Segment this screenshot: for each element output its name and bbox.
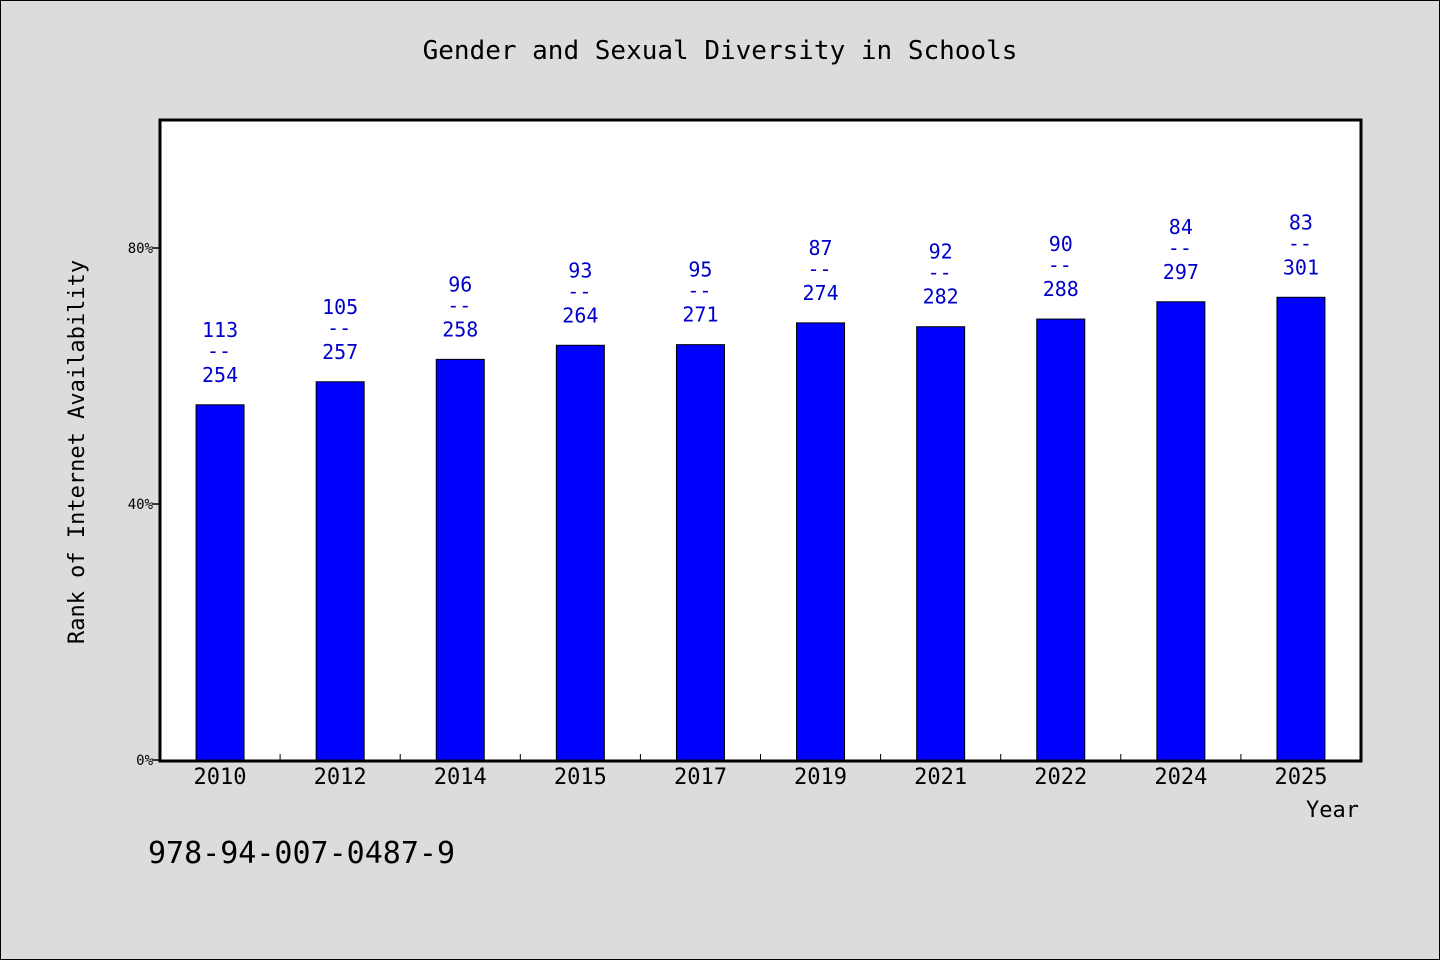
x-tick-label: 2025 bbox=[1274, 765, 1327, 790]
y-tick-label: 80% bbox=[128, 241, 154, 257]
bar-label-top: 90 bbox=[1049, 232, 1073, 256]
x-tick-label: 2019 bbox=[794, 765, 847, 790]
x-axis: 2010 2012 2014 2015 2017 2019 2021 2022 2024 2025 bbox=[194, 754, 1327, 790]
x-tick-label: 2021 bbox=[914, 765, 967, 790]
bar-label-top: 95 bbox=[688, 258, 712, 282]
bar-label-top: 83 bbox=[1289, 210, 1313, 234]
bar-label-separator: -- bbox=[1288, 231, 1312, 255]
bar bbox=[675, 344, 725, 761]
bar-label-top: 96 bbox=[448, 272, 472, 296]
x-tick-label: 2014 bbox=[434, 765, 487, 790]
bar bbox=[916, 326, 966, 761]
bar-label-bottom: 282 bbox=[923, 285, 959, 309]
bar-label-bottom: 301 bbox=[1283, 255, 1319, 279]
bar bbox=[1036, 318, 1086, 761]
bar-label-separator: -- bbox=[1048, 253, 1072, 277]
bar-label-separator: -- bbox=[1168, 236, 1192, 260]
bar-label-top: 93 bbox=[568, 258, 592, 282]
bars-group bbox=[195, 296, 1326, 761]
bar-label-separator: -- bbox=[928, 261, 952, 285]
bar-labels-group: 113--254105--25796--25893--26495--27187-… bbox=[202, 210, 1319, 387]
bar-label-top: 105 bbox=[322, 295, 358, 319]
bar-label-separator: -- bbox=[327, 316, 351, 340]
bar-label-top: 113 bbox=[202, 318, 238, 342]
bar-label-bottom: 264 bbox=[562, 303, 598, 327]
y-axis-label: Rank of Internet Availability bbox=[65, 260, 90, 644]
bar-label-bottom: 258 bbox=[442, 317, 478, 341]
bar-label-top: 92 bbox=[929, 240, 953, 264]
bar bbox=[435, 358, 485, 761]
bar bbox=[315, 381, 365, 761]
bar-label-bottom: 297 bbox=[1163, 260, 1199, 284]
bar-label-separator: -- bbox=[207, 339, 231, 363]
y-axis: 0% 40% 80% bbox=[128, 241, 160, 769]
bar-label-separator: -- bbox=[567, 279, 591, 303]
x-tick-label: 2024 bbox=[1154, 765, 1207, 790]
bar bbox=[555, 344, 605, 761]
x-tick-label: 2015 bbox=[554, 765, 607, 790]
bar-label-top: 87 bbox=[809, 236, 833, 260]
footer-code: 978-94-007-0487-9 bbox=[148, 836, 456, 871]
bar-label-separator: -- bbox=[447, 293, 471, 317]
bar-label-top: 84 bbox=[1169, 215, 1193, 239]
bar bbox=[1276, 296, 1326, 761]
bar-label-bottom: 257 bbox=[322, 340, 358, 364]
bar-label-separator: -- bbox=[808, 257, 832, 281]
y-tick-label: 40% bbox=[128, 497, 154, 513]
bar-label-bottom: 254 bbox=[202, 363, 238, 387]
bar-label-bottom: 288 bbox=[1043, 277, 1079, 301]
bar-label-bottom: 271 bbox=[682, 303, 718, 327]
x-tick-label: 2010 bbox=[194, 765, 247, 790]
y-tick-label: 0% bbox=[136, 753, 153, 769]
bar-label-separator: -- bbox=[687, 279, 711, 303]
x-axis-label: Year bbox=[1306, 798, 1359, 823]
x-tick-label: 2017 bbox=[674, 765, 727, 790]
chart-title: Gender and Sexual Diversity in Schools bbox=[422, 36, 1018, 66]
x-tick-label: 2012 bbox=[314, 765, 367, 790]
x-tick-label: 2022 bbox=[1034, 765, 1087, 790]
bar bbox=[195, 404, 245, 761]
bar-label-bottom: 274 bbox=[802, 281, 838, 305]
bar bbox=[1156, 301, 1206, 761]
bar bbox=[796, 322, 846, 761]
